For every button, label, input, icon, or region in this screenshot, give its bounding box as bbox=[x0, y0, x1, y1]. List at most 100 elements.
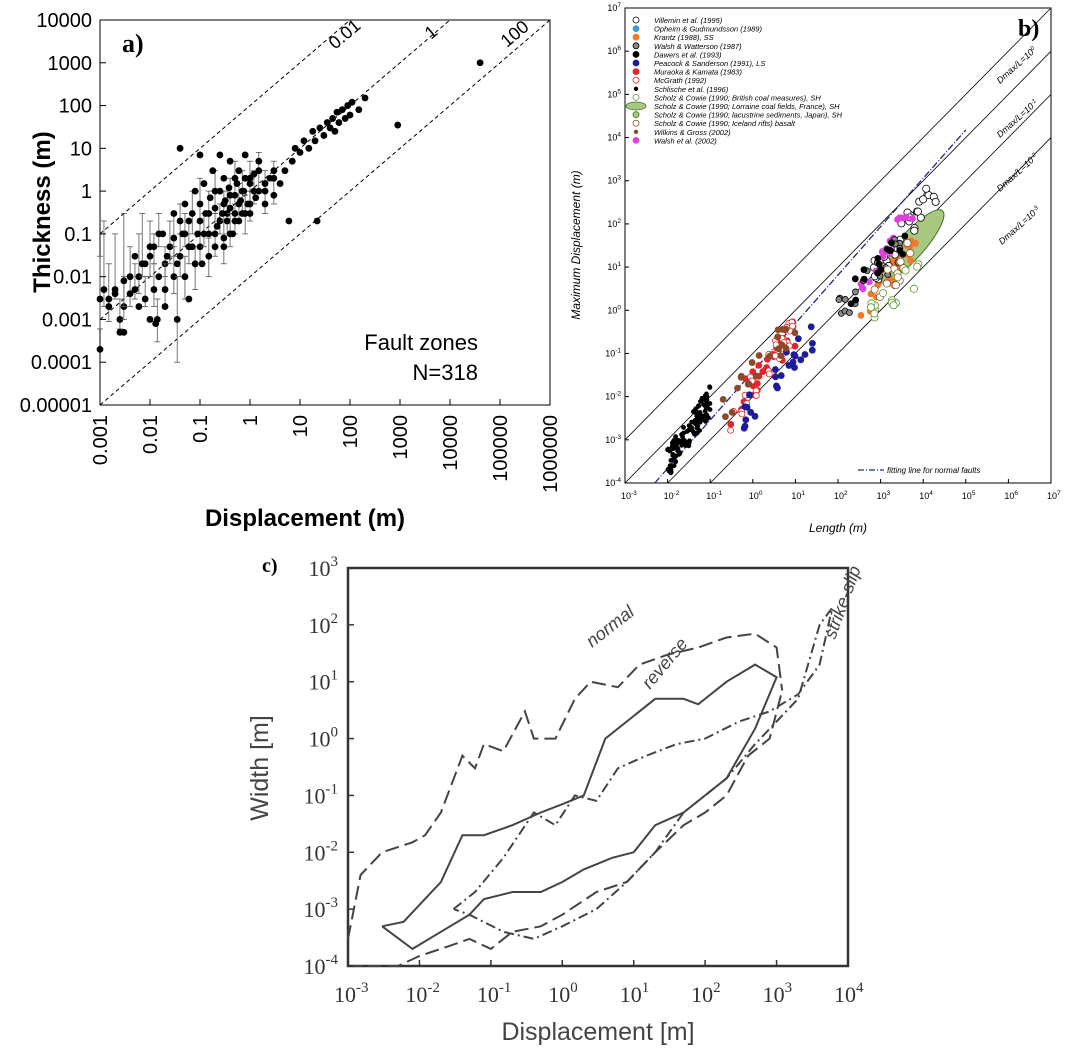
panel-c-frame bbox=[346, 566, 850, 968]
data-point bbox=[159, 230, 167, 238]
data-point bbox=[346, 111, 354, 119]
data-point bbox=[860, 275, 868, 283]
y-tick-label: 10 bbox=[70, 138, 92, 160]
data-point bbox=[235, 167, 243, 175]
y-tick-exponent: 7 bbox=[617, 2, 621, 9]
series-reverse bbox=[381, 663, 778, 951]
panel-c-ylabel: Width [m] bbox=[246, 715, 274, 821]
data-point bbox=[751, 412, 759, 420]
data-point bbox=[196, 200, 204, 208]
data-point bbox=[161, 286, 169, 293]
data-point bbox=[746, 391, 753, 399]
data-point bbox=[237, 197, 245, 205]
y-tick-exponent: -1 bbox=[615, 347, 621, 354]
data-point bbox=[246, 210, 254, 217]
data-point bbox=[205, 252, 213, 260]
data-point bbox=[188, 210, 196, 217]
data-point bbox=[313, 217, 321, 225]
y-tick-label: 106 bbox=[607, 45, 621, 56]
data-point bbox=[255, 187, 263, 195]
data-point bbox=[734, 384, 741, 392]
data-point bbox=[250, 170, 258, 178]
data-point bbox=[202, 210, 210, 217]
data-point bbox=[888, 239, 895, 247]
data-point bbox=[696, 403, 701, 409]
data-point bbox=[682, 438, 687, 443]
data-point bbox=[772, 366, 779, 373]
data-point bbox=[879, 289, 888, 298]
x-tick-label: 10000 bbox=[440, 415, 462, 471]
data-point bbox=[198, 260, 206, 268]
fit-line bbox=[654, 129, 967, 484]
series-label-normal: normal bbox=[582, 601, 638, 651]
data-point bbox=[220, 234, 228, 242]
data-point bbox=[238, 210, 246, 217]
data-point bbox=[681, 425, 686, 430]
data-point bbox=[931, 197, 940, 206]
y-tick-exponent: 3 bbox=[331, 554, 339, 570]
legend-marker bbox=[633, 129, 639, 134]
legend-label: Muraoka & Kamata (1983) bbox=[654, 68, 742, 77]
data-point bbox=[738, 410, 746, 418]
data-point bbox=[185, 217, 193, 225]
data-point bbox=[361, 94, 369, 102]
data-point bbox=[270, 191, 278, 199]
x-tick-label: 1000 bbox=[390, 415, 412, 460]
x-tick-label: 104 bbox=[919, 490, 933, 501]
data-point bbox=[891, 281, 900, 290]
data-point bbox=[252, 194, 260, 202]
y-tick-label: 107 bbox=[607, 2, 621, 13]
legend-marker bbox=[632, 16, 640, 24]
data-point bbox=[261, 200, 269, 208]
data-point bbox=[774, 384, 781, 392]
data-point bbox=[790, 351, 798, 359]
data-point bbox=[668, 469, 674, 475]
y-tick-label: 0.01 bbox=[53, 267, 92, 289]
data-point bbox=[809, 339, 816, 347]
y-tick-label: 10000 bbox=[36, 10, 92, 32]
data-point bbox=[235, 217, 243, 225]
data-point bbox=[752, 372, 760, 380]
ratio-line-0 bbox=[624, 8, 1051, 441]
y-tick-exponent: -2 bbox=[615, 391, 621, 398]
y-tick-label: 10-4 bbox=[605, 477, 621, 488]
data-point bbox=[911, 239, 919, 247]
data-point bbox=[216, 151, 224, 159]
data-point bbox=[922, 184, 931, 193]
x-tick-label: 10-3 bbox=[621, 490, 637, 501]
data-point bbox=[689, 419, 695, 425]
legend-marker bbox=[632, 33, 640, 41]
data-point bbox=[211, 243, 219, 251]
data-point bbox=[693, 410, 699, 416]
data-point bbox=[742, 416, 750, 424]
y-tick-label: 102 bbox=[607, 218, 621, 229]
data-point bbox=[173, 316, 181, 323]
y-tick-label: 103 bbox=[607, 175, 621, 186]
data-point bbox=[126, 273, 134, 281]
data-point bbox=[146, 316, 154, 323]
data-point bbox=[692, 431, 698, 437]
data-point bbox=[220, 174, 228, 182]
legend-marker bbox=[632, 51, 640, 58]
data-point bbox=[870, 285, 879, 294]
y-tick-exponent: 3 bbox=[617, 175, 621, 182]
data-point bbox=[200, 230, 208, 238]
data-point bbox=[246, 180, 254, 187]
data-point bbox=[141, 260, 149, 268]
data-point bbox=[899, 250, 907, 258]
data-point bbox=[213, 222, 221, 230]
x-tick-label: 101 bbox=[791, 490, 805, 501]
data-point bbox=[707, 384, 712, 390]
series-label-strike-slip: strike-slip bbox=[820, 563, 865, 641]
x-tick-exponent: -2 bbox=[427, 980, 440, 996]
legend-marker bbox=[632, 25, 640, 33]
legend-marker bbox=[632, 59, 640, 67]
data-point bbox=[699, 395, 705, 401]
data-point bbox=[231, 191, 239, 199]
y-tick-label: 1 bbox=[81, 181, 92, 203]
data-point bbox=[919, 195, 928, 204]
data-point bbox=[320, 132, 328, 139]
x-tick-exponent: -3 bbox=[631, 490, 637, 497]
panel-a-xlabel: Displacement (m) bbox=[205, 505, 405, 532]
y-tick-exponent: 5 bbox=[617, 88, 621, 95]
